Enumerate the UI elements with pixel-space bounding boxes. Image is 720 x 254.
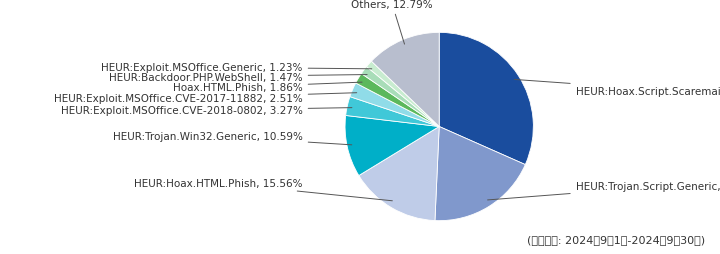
Wedge shape xyxy=(346,97,439,127)
Wedge shape xyxy=(439,33,534,165)
Wedge shape xyxy=(435,127,526,221)
Wedge shape xyxy=(359,127,439,221)
Text: Others, 12.79%: Others, 12.79% xyxy=(351,0,433,45)
Wedge shape xyxy=(345,116,439,176)
Wedge shape xyxy=(366,62,439,127)
Text: HEUR:Hoax.HTML.Phish, 15.56%: HEUR:Hoax.HTML.Phish, 15.56% xyxy=(134,178,392,201)
Text: HEUR:Trojan.Script.Generic, 19.09%: HEUR:Trojan.Script.Generic, 19.09% xyxy=(487,181,720,200)
Wedge shape xyxy=(361,67,439,127)
Text: Hoax.HTML.Phish, 1.86%: Hoax.HTML.Phish, 1.86% xyxy=(173,83,362,93)
Text: HEUR:Backdoor.PHP.WebShell, 1.47%: HEUR:Backdoor.PHP.WebShell, 1.47% xyxy=(109,72,367,82)
Text: HEUR:Exploit.MSOffice.CVE-2017-11882, 2.51%: HEUR:Exploit.MSOffice.CVE-2017-11882, 2.… xyxy=(54,93,356,104)
Wedge shape xyxy=(350,84,439,127)
Wedge shape xyxy=(356,74,439,127)
Text: HEUR:Exploit.MSOffice.CVE-2018-0802, 3.27%: HEUR:Exploit.MSOffice.CVE-2018-0802, 3.2… xyxy=(60,106,352,116)
Text: HEUR:Hoax.Script.Scaremail, 31.63%: HEUR:Hoax.Script.Scaremail, 31.63% xyxy=(515,80,720,96)
Text: HEUR:Exploit.MSOffice.Generic, 1.23%: HEUR:Exploit.MSOffice.Generic, 1.23% xyxy=(102,63,372,73)
Text: HEUR:Trojan.Win32.Generic, 10.59%: HEUR:Trojan.Win32.Generic, 10.59% xyxy=(113,131,352,145)
Wedge shape xyxy=(372,33,439,127)
Text: (集計期間: 2024年9月1日-2024年9月30日): (集計期間: 2024年9月1日-2024年9月30日) xyxy=(528,234,706,244)
